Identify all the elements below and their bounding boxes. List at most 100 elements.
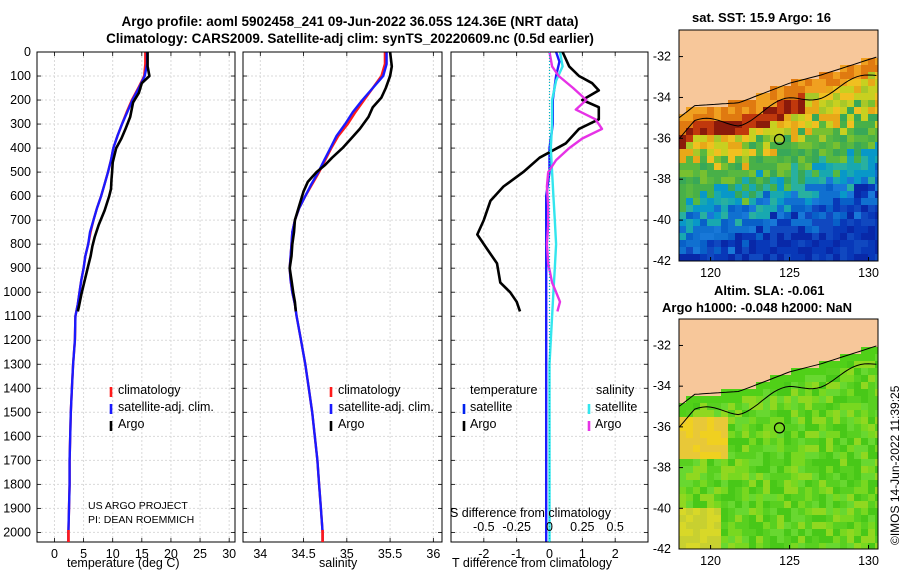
map-cell [868, 44, 875, 51]
map-cell [756, 543, 763, 549]
map-cell [749, 177, 756, 184]
map-cell [875, 149, 878, 156]
map-cell [805, 389, 812, 396]
map-cell [791, 347, 798, 354]
map-cell [777, 163, 784, 170]
map-cell [784, 121, 791, 128]
map-cell [875, 438, 878, 445]
map-cell [686, 121, 693, 128]
map-cell [861, 480, 868, 487]
map-cell [693, 480, 700, 487]
map-cell [777, 382, 784, 389]
map-cell [861, 529, 868, 536]
map-cell [700, 543, 707, 549]
x-tick-label: 35.5 [378, 547, 402, 561]
map-cell [700, 494, 707, 501]
map-cell [777, 466, 784, 473]
map-cell [840, 473, 847, 480]
map-cell [686, 177, 693, 184]
map-cell [826, 354, 833, 361]
map-cell [861, 58, 868, 65]
map-cell [742, 247, 749, 254]
map-cell [735, 170, 742, 177]
map-cell [679, 30, 686, 37]
map-cell [679, 389, 686, 396]
map-cell [847, 340, 854, 347]
map-cell [686, 382, 693, 389]
map-cell [826, 51, 833, 58]
map-cell [700, 37, 707, 44]
map-cell [700, 93, 707, 100]
map-cell [721, 508, 728, 515]
map-cell [735, 340, 742, 347]
map-cell [714, 480, 721, 487]
map-cell [756, 473, 763, 480]
map-cell [854, 51, 861, 58]
map-cell [693, 191, 700, 198]
map-cell [868, 375, 875, 382]
map-cell [679, 333, 686, 340]
map-cell [770, 424, 777, 431]
map-cell [728, 368, 735, 375]
map-cell [728, 473, 735, 480]
map-cell [847, 149, 854, 156]
map-cell [735, 86, 742, 93]
map-cell [777, 529, 784, 536]
map-cell [770, 226, 777, 233]
map-cell [784, 65, 791, 72]
map-cell [686, 410, 693, 417]
map-cell [840, 72, 847, 79]
depth-tick-label: 1800 [3, 477, 31, 491]
x-tick-label: 2 [612, 547, 619, 561]
map-cell [861, 86, 868, 93]
map-cell [805, 44, 812, 51]
map-cell [777, 375, 784, 382]
map-cell [749, 417, 756, 424]
map-cell [693, 445, 700, 452]
map-cell [763, 156, 770, 163]
map-cell [721, 219, 728, 226]
map-cell [749, 473, 756, 480]
depth-tick-label: 900 [10, 261, 31, 275]
map-cell [847, 58, 854, 65]
map-cell [868, 100, 875, 107]
map-cell [714, 142, 721, 149]
map-cell [833, 198, 840, 205]
map-cell [749, 93, 756, 100]
sal-legend-climatology: climatology [338, 383, 401, 397]
map-cell [805, 247, 812, 254]
map-cell [735, 93, 742, 100]
map-cell [819, 494, 826, 501]
map-cell [868, 114, 875, 121]
map-frame [678, 318, 879, 550]
map-cell [770, 480, 777, 487]
map-cell [798, 205, 805, 212]
map-cell [756, 326, 763, 333]
map-cell [819, 487, 826, 494]
map-cell [686, 30, 693, 37]
map-cell [700, 219, 707, 226]
map-cell [812, 515, 819, 522]
map-cell [868, 487, 875, 494]
map-cell [770, 333, 777, 340]
map-cell [819, 198, 826, 205]
map-cell [742, 431, 749, 438]
map-cell [875, 424, 878, 431]
map-cell [805, 361, 812, 368]
map-cell [791, 452, 798, 459]
map-cell [798, 149, 805, 156]
map-cell [861, 135, 868, 142]
map-cell [728, 529, 735, 536]
map-cell [686, 254, 693, 261]
map-cell [791, 333, 798, 340]
map-cell [679, 93, 686, 100]
map-cell [812, 79, 819, 86]
map-cell [798, 37, 805, 44]
map-cell [847, 508, 854, 515]
map-cell [833, 212, 840, 219]
map-cell [742, 100, 749, 107]
map-cell [854, 149, 861, 156]
map-cell [777, 424, 784, 431]
map-cell [812, 438, 819, 445]
map-cell [798, 382, 805, 389]
